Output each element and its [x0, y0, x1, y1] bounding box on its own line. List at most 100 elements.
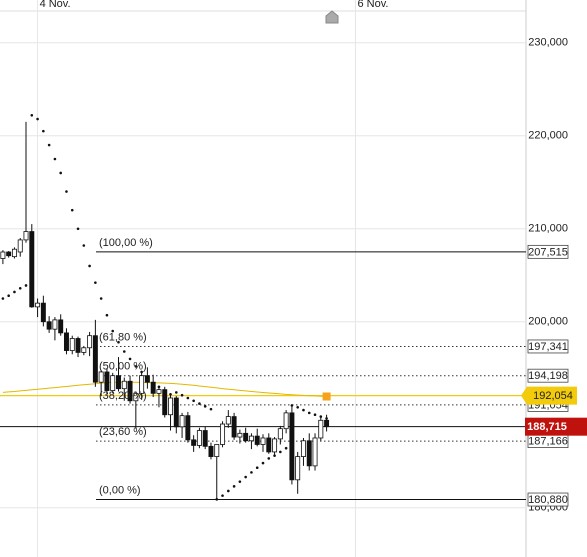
candle-body — [40, 302, 46, 323]
sar-dot — [117, 340, 120, 344]
sar-dot — [163, 389, 167, 392]
candle-body — [300, 440, 306, 457]
sar-dot — [296, 405, 299, 409]
sar-dot — [47, 143, 51, 147]
candle-body — [168, 397, 173, 416]
candle-body — [63, 332, 69, 351]
x-tick-label: 4 Nov. — [40, 0, 71, 10]
candle-body — [277, 428, 283, 440]
level-box — [527, 368, 569, 383]
sar-dot — [24, 284, 28, 287]
level-box — [527, 244, 569, 259]
sar-dot — [59, 171, 62, 175]
sar-dot — [94, 281, 97, 284]
candle-body — [306, 440, 312, 467]
sar-dot — [7, 294, 10, 298]
candle-body — [87, 335, 93, 349]
level-value: 187,166 — [528, 435, 568, 447]
candle-body — [110, 375, 116, 391]
candle-body — [260, 437, 266, 445]
sar-dot — [146, 376, 149, 379]
candle-body — [81, 347, 87, 353]
candle-body — [225, 416, 231, 425]
sar-dot — [313, 413, 317, 417]
level-box — [527, 339, 569, 354]
candle-body — [98, 371, 104, 383]
candle-body — [23, 231, 29, 241]
fib-label: (50,00 %) — [99, 361, 147, 373]
candle-body — [312, 437, 318, 467]
candle-body — [266, 437, 272, 453]
sar-dot — [290, 404, 294, 407]
candle-body — [162, 389, 168, 416]
candle-body — [116, 375, 121, 390]
sar-dot — [157, 385, 161, 389]
scroll-icon[interactable] — [325, 10, 339, 24]
candle-body — [248, 435, 254, 442]
candle-body — [196, 430, 202, 446]
moving-average — [2, 381, 327, 397]
candle-body — [75, 338, 81, 353]
candle-body — [144, 375, 150, 383]
level-value: 194,198 — [528, 370, 568, 382]
ma-marker — [322, 392, 331, 401]
sar-dot — [227, 489, 230, 493]
sar-dot — [151, 381, 155, 385]
candle-body — [29, 231, 35, 308]
candle-body — [6, 251, 12, 257]
candle-body — [11, 248, 17, 258]
candle-body — [191, 439, 197, 446]
candle-body — [243, 432, 249, 442]
candle-body — [35, 302, 41, 308]
sar-dot — [65, 190, 68, 193]
sar-dot — [1, 297, 5, 300]
sar-dot — [203, 405, 207, 408]
candle-body — [104, 371, 110, 391]
sar-dot — [250, 471, 253, 474]
sar-dot — [325, 417, 328, 420]
current-price-box — [525, 417, 587, 436]
sar-dot — [273, 454, 276, 457]
y-tick-label: 210,000 — [528, 223, 568, 235]
sar-dot — [267, 457, 271, 460]
level-box — [527, 492, 569, 507]
fib-label: (61,80 %) — [99, 331, 147, 343]
ma-level-box — [521, 386, 577, 405]
sar-dot — [128, 357, 132, 361]
candle-body — [69, 338, 75, 351]
candle-body — [0, 251, 6, 259]
current-price-value: 188,715 — [527, 421, 567, 433]
y-tick-label: 220,000 — [528, 130, 568, 142]
y-tick-label: 200,000 — [528, 316, 568, 328]
sar-dot — [18, 286, 22, 290]
level-value: 207,515 — [528, 246, 568, 258]
candle-body — [179, 415, 185, 428]
sar-dot — [215, 498, 219, 501]
candle-body — [295, 456, 301, 481]
sar-dot — [82, 244, 86, 247]
x-tick-label: 6 Nov. — [357, 0, 388, 10]
sar-dot — [140, 370, 143, 374]
candle-body — [214, 444, 220, 457]
candle-body — [139, 375, 145, 394]
candle-body — [283, 412, 289, 430]
sar-dot — [30, 114, 34, 117]
fib-label: (0,00 %) — [99, 484, 141, 496]
ma-level-value: 192,054 — [533, 390, 573, 402]
sar-dot — [13, 290, 16, 294]
sar-dot — [169, 392, 172, 396]
sar-dot — [198, 402, 201, 405]
candle-body — [58, 319, 64, 334]
sar-dot — [192, 399, 195, 403]
y-tick-label: 230,000 — [528, 37, 568, 49]
sar-dot — [122, 350, 126, 353]
candle-body — [173, 397, 179, 428]
candle-body — [289, 412, 295, 481]
fib-label: (100,00 %) — [99, 237, 153, 249]
sar-dot — [319, 415, 323, 418]
sar-dot — [76, 227, 80, 231]
candle-body — [156, 389, 162, 394]
sar-dot — [261, 461, 265, 465]
candle-body — [324, 419, 330, 428]
